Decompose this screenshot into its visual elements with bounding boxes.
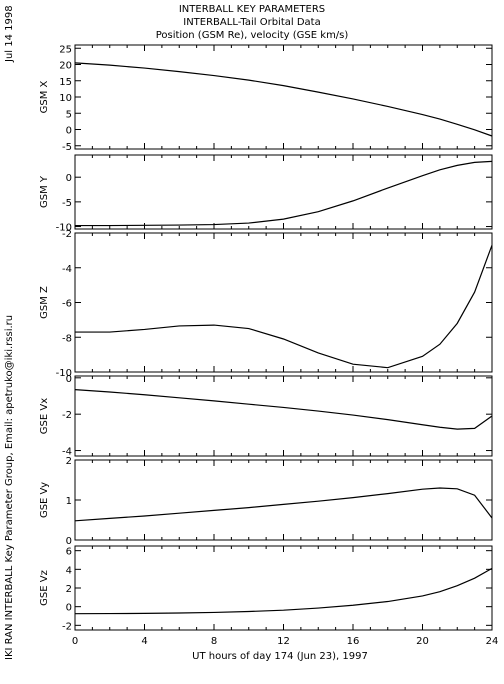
y-tick-label-gse-vz: -2 bbox=[62, 621, 72, 632]
y-tick-label-gsm-z: -2 bbox=[62, 229, 72, 240]
y-tick-label-gsm-x: 10 bbox=[59, 93, 72, 104]
y-tick-label-gse-vx: -4 bbox=[62, 447, 72, 458]
y-axis-label-gse-vx: GSE Vx bbox=[39, 398, 50, 434]
x-axis-label: UT hours of day 174 (Jun 23), 1997 bbox=[192, 651, 368, 662]
series-line-gsm-x bbox=[74, 62, 493, 137]
x-tick-label: 16 bbox=[347, 636, 360, 647]
figure-title-1: INTERBALL KEY PARAMETERS bbox=[179, 4, 325, 15]
panel-frame-gse-vy bbox=[74, 459, 493, 541]
y-tick-label-gse-vy: 2 bbox=[66, 456, 72, 467]
panel-frame-gsm-y bbox=[74, 154, 493, 230]
y-tick-label-gsm-x: 15 bbox=[59, 77, 72, 88]
panel-frame-gse-vx bbox=[74, 375, 493, 457]
y-tick-label-gse-vz: 0 bbox=[66, 603, 72, 614]
series-line-gse-vz bbox=[74, 567, 493, 615]
y-axis-label-gse-vz: GSE Vz bbox=[39, 570, 50, 606]
y-axis-label-gsm-y: GSM Y bbox=[39, 175, 50, 208]
y-tick-label-gsm-y: -10 bbox=[56, 223, 72, 234]
x-tick-label: 0 bbox=[72, 636, 78, 647]
y-tick-label-gse-vy: 1 bbox=[66, 496, 72, 507]
credit-text: IKI RAN INTERBALL Key Parameter Group, E… bbox=[4, 315, 15, 660]
x-tick-label: 24 bbox=[486, 636, 499, 647]
figure-title-3: Position (GSM Re), velocity (GSE km/s) bbox=[156, 30, 349, 41]
y-tick-label-gsm-z: -8 bbox=[62, 333, 72, 344]
y-tick-label-gse-vz: 4 bbox=[66, 565, 72, 576]
panel-frame-gsm-x bbox=[74, 44, 493, 150]
y-axis-label-gsm-z: GSM Z bbox=[39, 286, 50, 319]
y-tick-label-gse-vy: 0 bbox=[66, 536, 72, 547]
x-tick-label: 20 bbox=[416, 636, 429, 647]
y-tick-label-gsm-x: 0 bbox=[66, 126, 72, 137]
x-tick-label: 12 bbox=[277, 636, 290, 647]
y-tick-label-gse-vz: 6 bbox=[66, 547, 72, 558]
y-axis-label-gsm-x: GSM X bbox=[39, 80, 50, 113]
panel-frame-gse-vz bbox=[74, 545, 493, 631]
y-tick-label-gse-vx: -2 bbox=[62, 410, 72, 421]
series-line-gsm-y bbox=[75, 160, 493, 227]
y-tick-label-gsm-x: -5 bbox=[62, 142, 72, 153]
y-tick-label-gse-vx: 0 bbox=[66, 374, 72, 385]
y-tick-label-gsm-z: -4 bbox=[62, 264, 72, 275]
x-tick-label: 8 bbox=[211, 636, 217, 647]
date-stamp: Jul 14 1998 bbox=[4, 5, 15, 63]
series-line-gsm-z bbox=[75, 244, 493, 369]
figure-title-2: INTERBALL-Tail Orbital Data bbox=[183, 17, 320, 28]
y-tick-label-gsm-z: -6 bbox=[62, 299, 72, 310]
series-line-gse-vx bbox=[74, 389, 493, 430]
y-tick-label-gse-vz: 2 bbox=[66, 584, 72, 595]
y-tick-label-gsm-y: 0 bbox=[66, 173, 72, 184]
y-tick-label-gsm-y: -5 bbox=[62, 198, 72, 209]
y-tick-label-gsm-z: -10 bbox=[56, 368, 72, 379]
series-line-gse-vy bbox=[74, 487, 493, 522]
x-tick-label: 4 bbox=[141, 636, 147, 647]
y-tick-label-gsm-x: 20 bbox=[59, 61, 72, 72]
y-tick-label-gsm-x: 25 bbox=[59, 44, 72, 55]
y-axis-label-gse-vy: GSE Vy bbox=[39, 482, 50, 518]
y-tick-label-gsm-x: 5 bbox=[66, 109, 72, 120]
